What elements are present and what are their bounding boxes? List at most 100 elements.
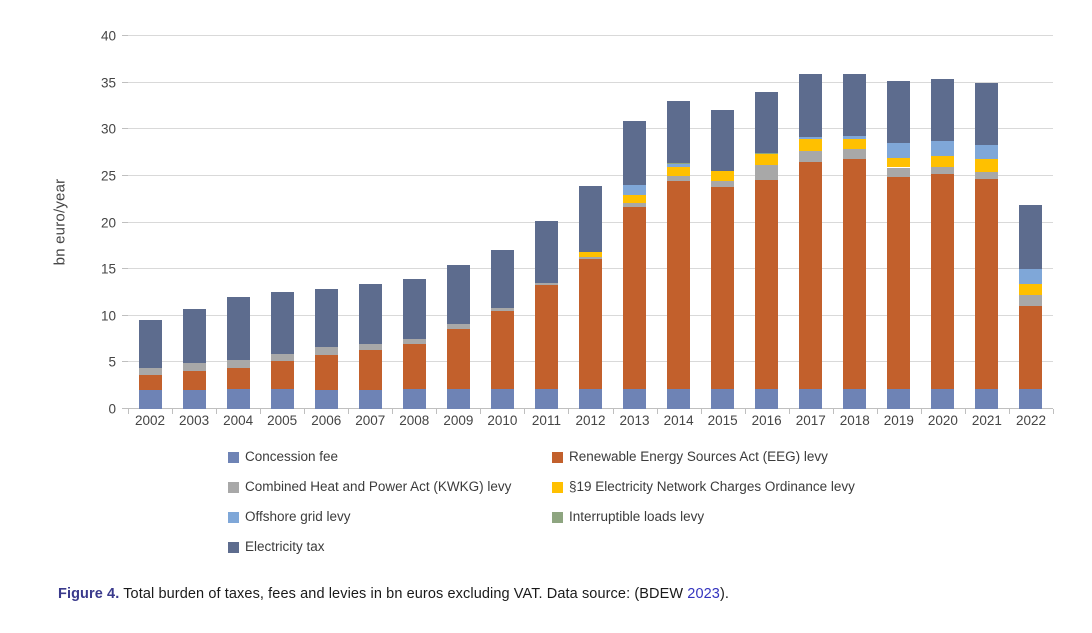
x-axis-tick [1008,409,1010,414]
bar-segment [623,389,647,409]
y-axis-tick [122,314,128,316]
legend-swatch-icon [552,451,563,463]
legend-item: Electricity tax [228,539,552,555]
bar-segment [579,258,602,390]
y-tick-label: 25 [100,168,116,184]
x-axis-tick [612,409,614,414]
bar-segment [799,136,823,139]
x-axis-tick [216,409,218,414]
bar-segment [799,161,823,390]
bar-segment [975,145,999,160]
bar-segment [843,74,867,136]
bar-segment [270,292,294,354]
bar-segment [1019,389,1043,409]
bar-2017 [799,36,823,409]
legend-item: Offshore grid levy [228,509,552,525]
x-axis-tick [700,409,702,414]
y-tick-label: 20 [100,215,116,230]
bar-segment [402,343,426,390]
bar-segment [623,202,647,207]
x-tick-label: 2016 [751,413,782,428]
bar-segment [579,257,602,259]
bar-2012 [579,36,602,409]
bar-segment [711,109,735,172]
bar-segment [226,297,250,360]
bar-segment [138,320,162,368]
bar-segment [358,284,382,344]
bar-segment [490,311,514,390]
y-axis-tick [122,268,128,270]
bar-segment [975,159,999,173]
bar-segment [182,370,206,391]
bar-segment [843,138,867,149]
x-tick-label: 2022 [1015,413,1046,428]
bar-segment [667,101,691,163]
citation-year-link[interactable]: 2023 [687,586,720,602]
bar-segment [1019,295,1043,306]
bar-segment [579,389,602,409]
legend-label: Electricity tax [245,539,325,554]
y-tick-label: 40 [100,28,116,44]
bar-segment [887,176,911,390]
legend-item: §19 Electricity Network Charges Ordinanc… [552,479,855,495]
bar-segment [755,91,779,153]
gridline [128,128,1053,130]
gridline [128,81,1053,83]
bar-segment [314,390,338,409]
x-tick-label: 2010 [487,413,518,428]
bar-2014 [667,36,691,409]
x-axis-tick [128,409,129,414]
legend-label: Concession fee [245,449,339,464]
bar-segment [887,80,911,144]
y-axis-tick [122,128,128,130]
x-axis-tick [1053,409,1054,414]
bar-segment [402,339,426,344]
bar-2008 [402,36,426,409]
y-tick-label: 30 [100,121,116,137]
bar-segment [799,389,823,409]
legend-label: Combined Heat and Power Act (KWKG) levy [245,479,512,494]
bar-segment [579,252,602,258]
legend-label: Interruptible loads levy [569,509,705,524]
y-tick-label: 10 [100,308,116,324]
y-axis-tick [122,408,128,409]
bar-segment [975,82,999,146]
x-tick-label: 2017 [795,413,826,428]
bar-segment [623,120,647,186]
bar-segment [446,265,470,325]
x-axis-tick [744,409,746,414]
bar-segment [667,175,691,182]
x-axis-tick [304,409,306,414]
y-axis-tick [122,81,128,83]
bar-segment [534,284,558,390]
bar-segment [226,367,250,390]
gridline [128,174,1053,176]
legend-swatch-icon [228,511,239,523]
figure-caption-text: Total burden of taxes, fees and levies i… [119,586,688,602]
bar-segment [623,185,647,195]
y-tick-label: 5 [108,354,116,370]
bar-segment [711,171,735,182]
y-axis-tick [122,174,128,176]
bar-2016 [755,36,779,409]
bar-segment [755,154,779,165]
bar-2004 [226,36,250,409]
bar-segment [270,354,294,362]
bar-2007 [358,36,382,409]
bar-segment [887,143,911,159]
x-tick-label: 2004 [223,413,254,428]
legend-item: Combined Heat and Power Act (KWKG) levy [228,479,552,495]
bar-segment [1019,305,1043,390]
x-tick-label: 2003 [179,413,210,428]
bar-segment [799,138,823,151]
bar-segment [975,178,999,390]
bar-segment [446,389,470,409]
legend-item: Renewable Energy Sources Act (EEG) levy [552,449,855,465]
bar-2011 [534,36,558,409]
bar-segment [402,389,426,409]
x-tick-label: 2012 [575,413,606,428]
legend-swatch-icon [552,481,563,493]
figure-caption-label: Figure 4. [58,586,120,602]
figure-caption: Figure 4. Total burden of taxes, fees an… [58,586,729,602]
bar-2018 [843,36,867,409]
